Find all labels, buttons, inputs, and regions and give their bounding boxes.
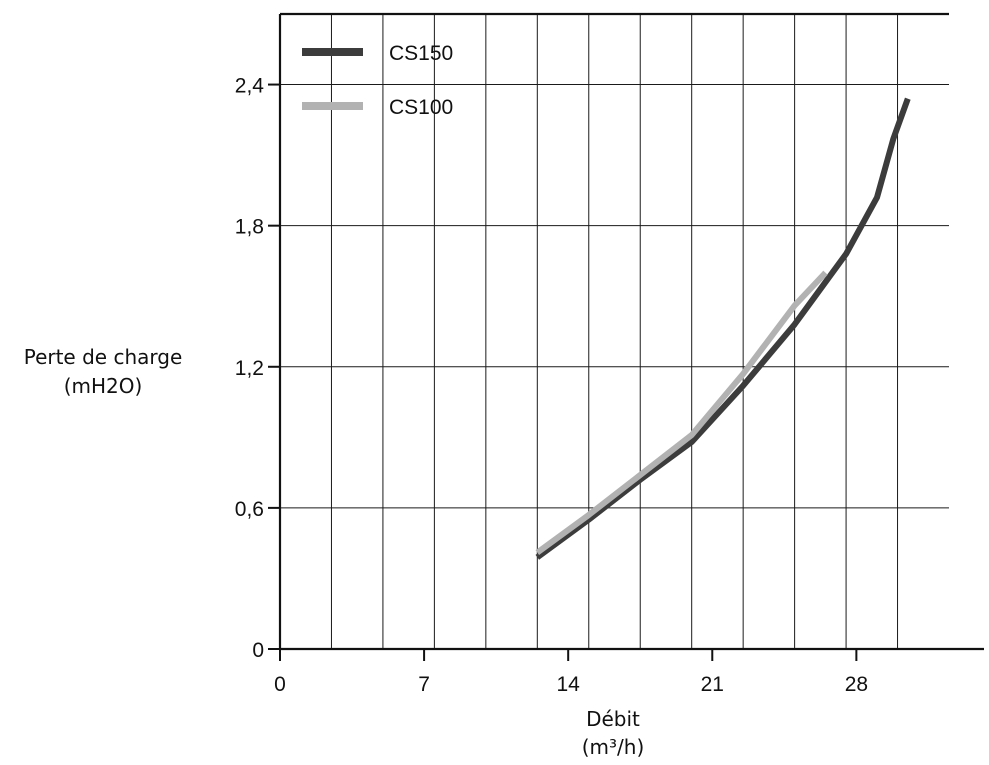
series-line-cs100 (535, 270, 828, 556)
y-tick-labels: 0 0,6 1,2 1,8 2,4 (235, 75, 280, 662)
y-tick-label: 0 (252, 639, 264, 662)
x-tick-labels: 0 7 14 21 28 (274, 649, 868, 696)
series-line-cs150 (535, 97, 911, 560)
legend-label-cs150: CS150 (389, 42, 453, 65)
grid-lines (280, 14, 949, 649)
y-axis-title-line-2: (mH2O) (64, 374, 143, 398)
x-tick-label: 14 (557, 673, 581, 696)
y-tick-label: 2,4 (235, 75, 265, 98)
x-tick-label: 28 (845, 673, 868, 696)
x-tick-label: 21 (701, 673, 724, 696)
series-lines (535, 97, 911, 560)
x-tick-label: 7 (418, 673, 430, 696)
y-tick-label: 1,2 (235, 357, 264, 380)
x-axis-title-line-1: Débit (586, 707, 640, 731)
y-tick-label: 0,6 (235, 498, 264, 521)
legend-label-cs100: CS100 (389, 96, 453, 119)
y-axis-title-line-1: Perte de charge (24, 345, 183, 369)
x-axis-title: Débit (m³/h) (582, 707, 645, 759)
plot-frame (278, 12, 984, 651)
x-tick-label: 0 (274, 673, 286, 696)
y-axis-title: Perte de charge (mH2O) (24, 345, 183, 398)
y-tick-label: 1,8 (235, 216, 264, 239)
x-axis-title-line-2: (m³/h) (582, 735, 645, 759)
legend: CS150 CS100 (302, 42, 453, 119)
